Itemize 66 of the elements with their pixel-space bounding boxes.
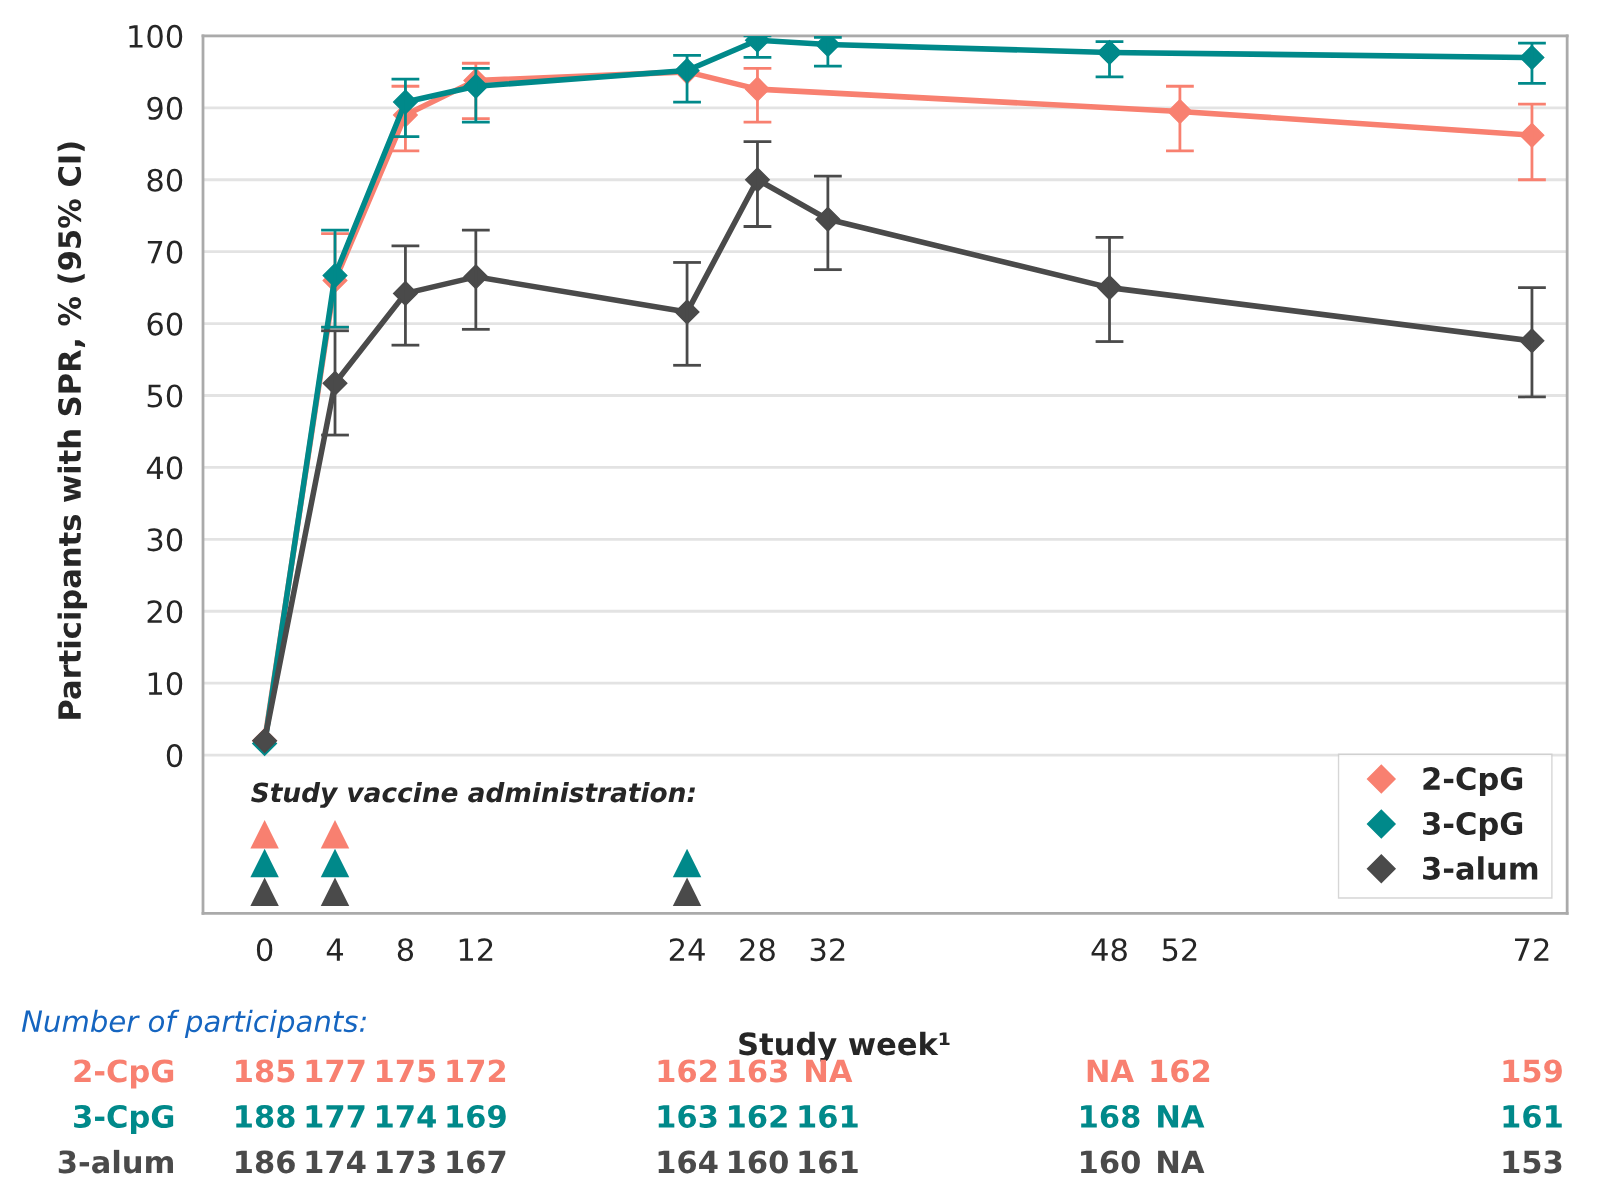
text: 177	[306, 1059, 365, 1083]
point	[320, 877, 350, 906]
text: 162	[1151, 1059, 1210, 1083]
text: 161	[799, 1150, 858, 1174]
text: 167	[447, 1150, 506, 1174]
text: 174	[376, 1105, 436, 1128]
point	[250, 819, 279, 849]
point	[250, 848, 279, 878]
text: 173	[376, 1150, 435, 1174]
y-tick-label: 20	[147, 600, 183, 624]
y-tick-label: 30	[147, 528, 183, 552]
legend-label: 3-CpG	[1423, 811, 1523, 841]
text: 161	[799, 1104, 858, 1129]
x-tick-label: 28	[740, 938, 775, 962]
y-tick-label: 60	[147, 312, 183, 336]
y-tick-label: 0	[166, 744, 183, 768]
y-tick-label: 100	[129, 24, 183, 48]
y-tick-label: 10	[148, 672, 183, 696]
text: 160	[1081, 1150, 1140, 1174]
x-tick-label: 0	[256, 938, 273, 962]
text: 186	[236, 1150, 295, 1174]
text: 163	[658, 1104, 717, 1129]
text: 185	[236, 1059, 295, 1083]
annotation: Study vaccine administration:	[251, 781, 695, 808]
text: 162	[729, 1104, 787, 1129]
point	[672, 877, 702, 906]
text: 174	[306, 1150, 366, 1174]
text: 188	[236, 1104, 295, 1129]
text: 175	[376, 1059, 436, 1083]
text: 161	[1503, 1104, 1562, 1129]
text: 153	[1503, 1150, 1562, 1174]
y-tick-label: 50	[147, 384, 183, 408]
text: 159	[1503, 1059, 1562, 1083]
text: 169	[447, 1104, 506, 1129]
x-tick-label: 48	[1091, 938, 1127, 962]
x-tick-label: 12	[459, 938, 493, 961]
text: 3-CpG	[74, 1104, 174, 1134]
point	[320, 848, 350, 878]
x-tick-label: 72	[1515, 938, 1549, 961]
point	[672, 848, 702, 878]
text: 164	[658, 1150, 718, 1174]
x-tick-label: 52	[1162, 938, 1197, 962]
text: NA	[1087, 1059, 1134, 1083]
text: Number of participants:	[21, 1009, 366, 1038]
y-tick-label: 90	[147, 96, 183, 120]
x-tick-label: 24	[669, 938, 705, 961]
text: 172	[447, 1059, 506, 1083]
text: 168	[1081, 1104, 1140, 1129]
point	[250, 877, 279, 906]
y-tick-label: 80	[147, 168, 183, 192]
text: 177	[306, 1105, 365, 1128]
y-tick-label: 40	[146, 456, 183, 480]
text: NA	[1158, 1150, 1205, 1174]
legend-label: 2-CpG	[1423, 767, 1523, 797]
text: 160	[729, 1150, 788, 1174]
y-tick-label: 70	[147, 240, 183, 264]
text: NA	[1158, 1105, 1205, 1128]
x-tick-label: 32	[810, 938, 845, 962]
x-tick-label: 4	[326, 938, 344, 961]
x-tick-label: 8	[397, 938, 414, 962]
point	[320, 819, 350, 849]
legend-label: 3-alum	[1423, 856, 1538, 880]
text: 162	[658, 1059, 717, 1083]
y-axis-title: Participants with SPR, % (95% CI)	[57, 142, 88, 719]
text: 2-CpG	[74, 1059, 174, 1089]
text: 3-alum	[58, 1149, 173, 1174]
